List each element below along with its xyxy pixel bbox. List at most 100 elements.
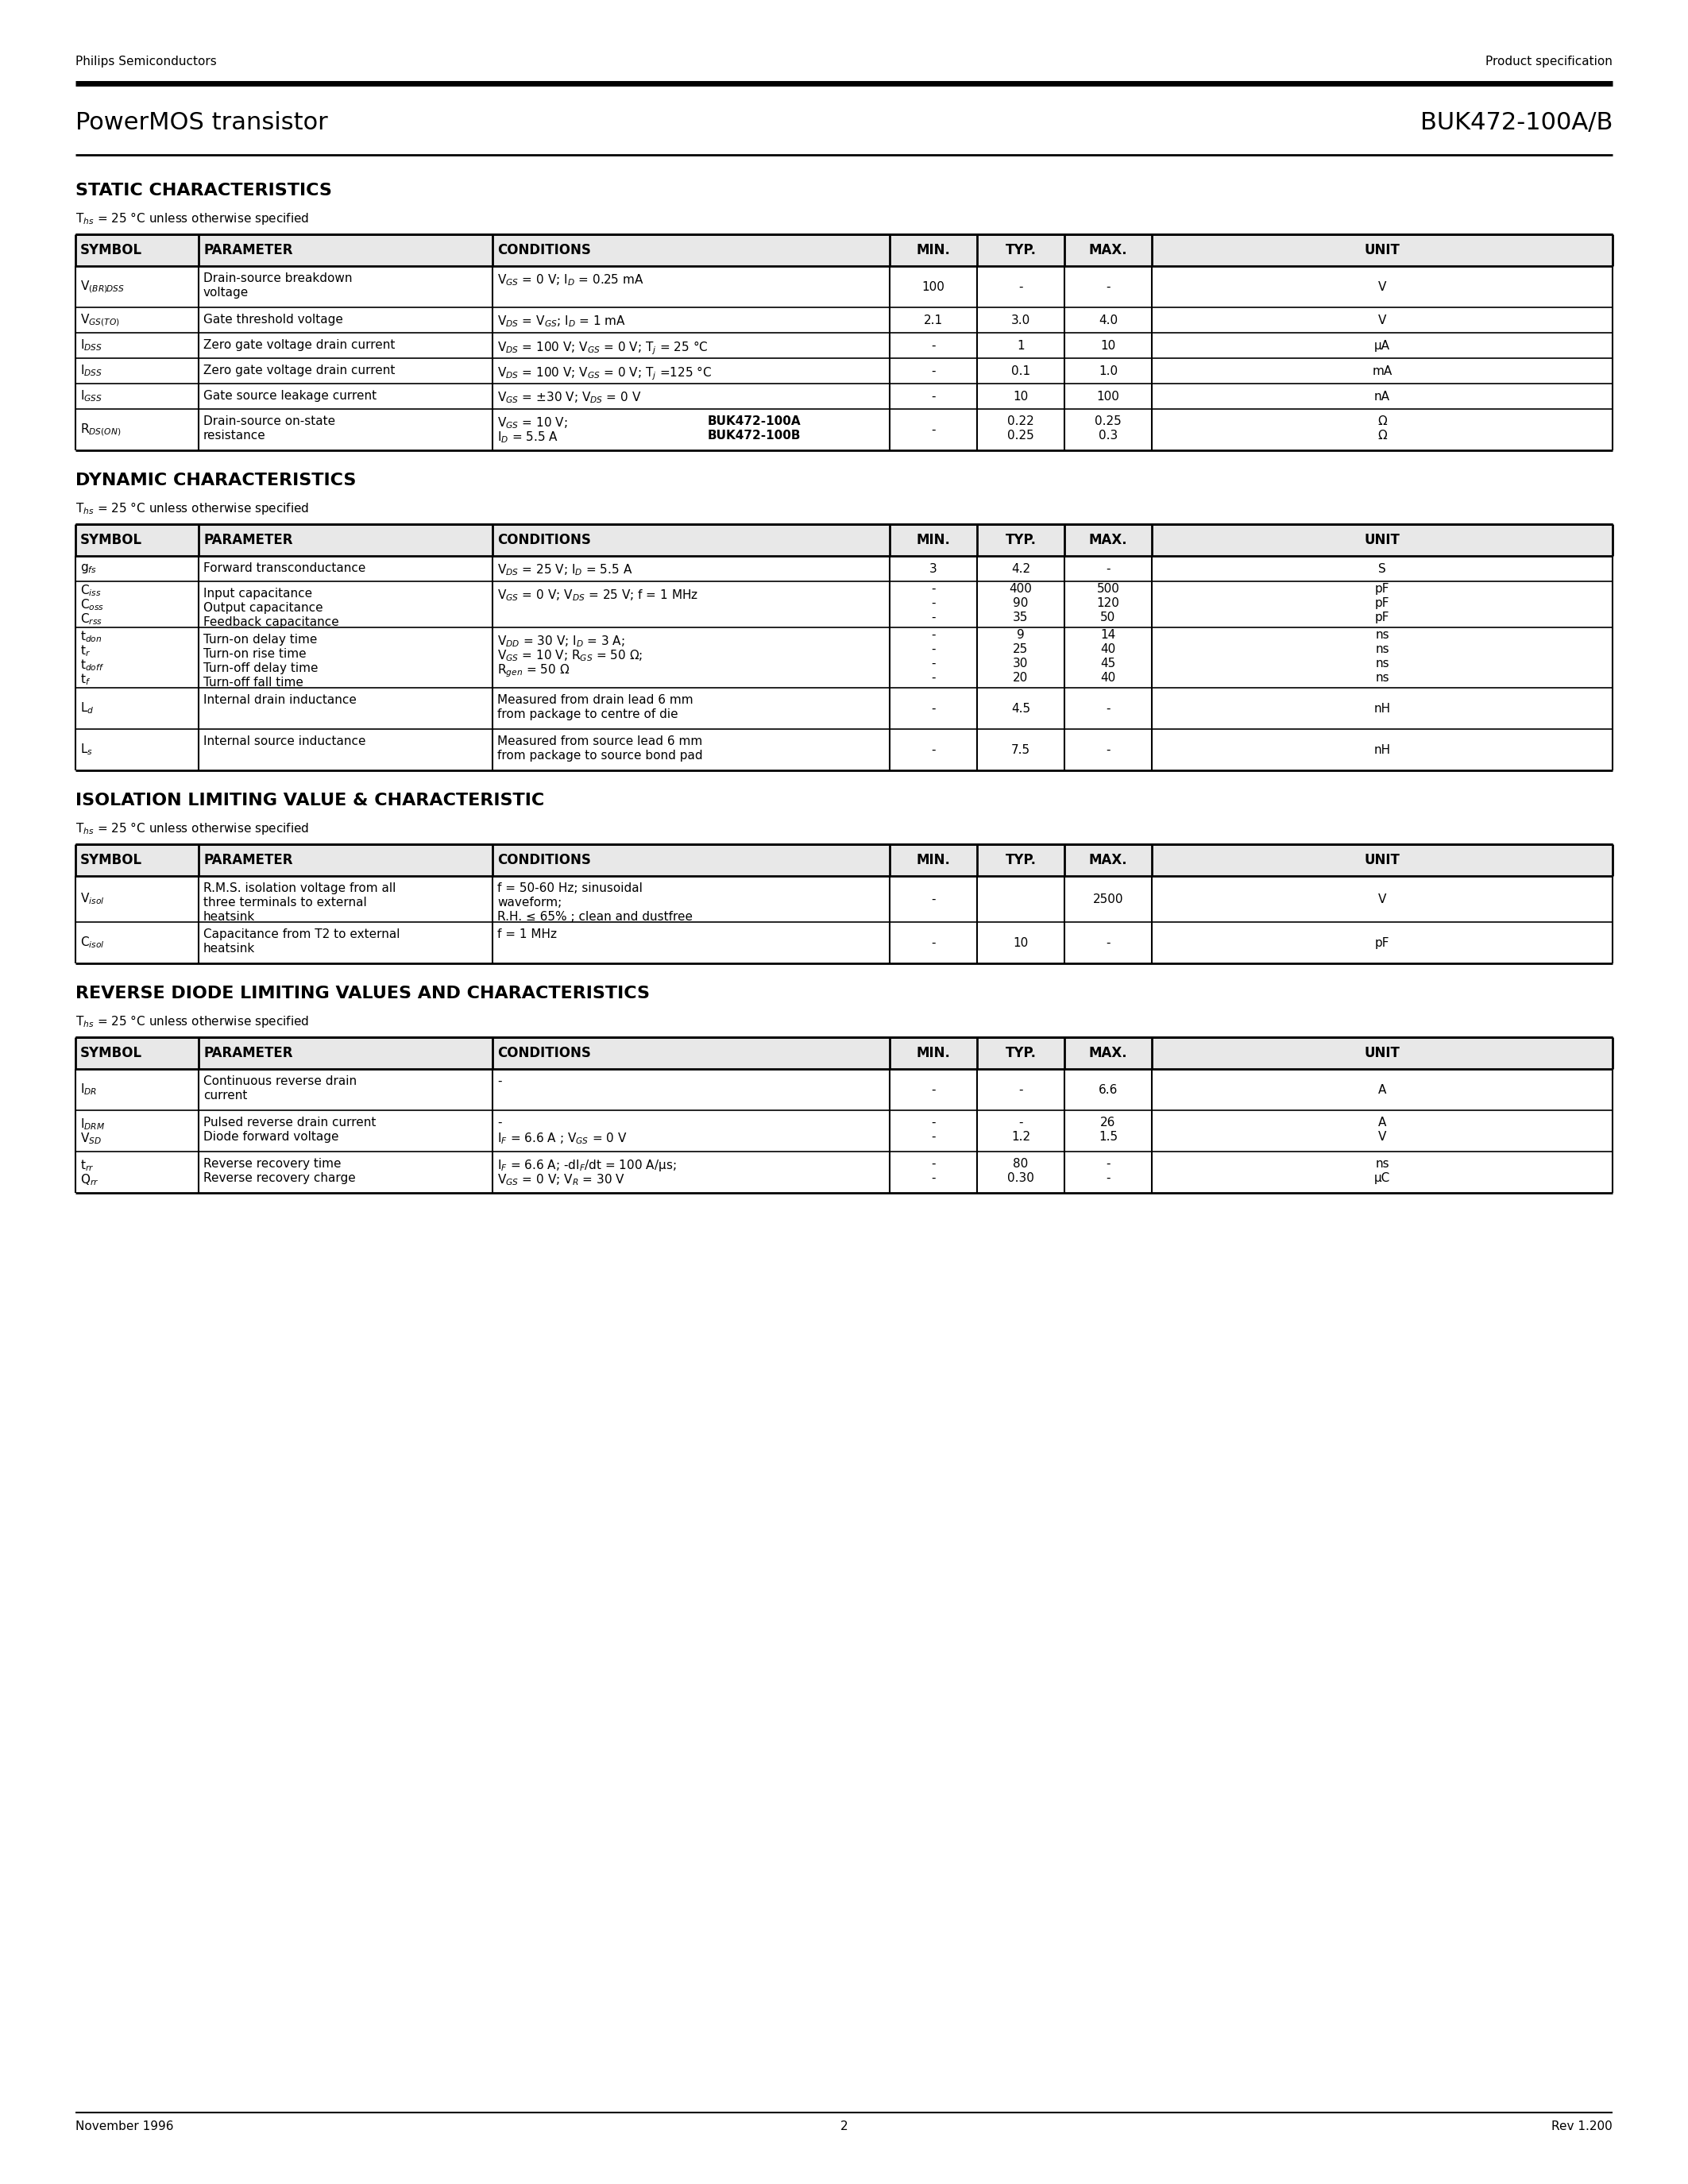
Bar <box>76 234 1612 266</box>
Text: -: - <box>1106 563 1111 574</box>
Text: Capacitance from T2 to external: Capacitance from T2 to external <box>203 928 400 941</box>
Text: -: - <box>932 745 935 756</box>
Text: 100: 100 <box>1097 391 1119 402</box>
Text: -: - <box>932 644 935 655</box>
Text: 4.5: 4.5 <box>1011 703 1030 714</box>
Text: pF: pF <box>1374 596 1389 609</box>
Text: T$_{hs}$ = 25 °C unless otherwise specified: T$_{hs}$ = 25 °C unless otherwise specif… <box>76 500 309 515</box>
Text: ns: ns <box>1376 1158 1389 1171</box>
Text: -: - <box>932 629 935 640</box>
Text: 0.1: 0.1 <box>1011 365 1030 378</box>
Text: voltage: voltage <box>203 286 248 299</box>
Text: 10: 10 <box>1013 391 1028 402</box>
Text: 0.25: 0.25 <box>1008 430 1035 441</box>
Text: 1: 1 <box>1016 339 1025 352</box>
Text: C$_{oss}$: C$_{oss}$ <box>81 596 105 612</box>
Text: 1.5: 1.5 <box>1099 1131 1117 1142</box>
Text: t$_f$: t$_f$ <box>81 673 91 686</box>
Bar <box>76 1037 1612 1068</box>
Text: 0.25: 0.25 <box>1096 415 1121 428</box>
Text: g$_{fs}$: g$_{fs}$ <box>81 561 96 574</box>
Text: S: S <box>1379 563 1386 574</box>
Text: -: - <box>1106 1173 1111 1184</box>
Text: ISOLATION LIMITING VALUE & CHARACTERISTIC: ISOLATION LIMITING VALUE & CHARACTERISTI… <box>76 793 544 808</box>
Text: pF: pF <box>1374 612 1389 622</box>
Text: Turn-off fall time: Turn-off fall time <box>203 677 304 688</box>
Bar <box>76 524 1612 557</box>
Text: Input capacitance: Input capacitance <box>203 587 312 601</box>
Text: T$_{hs}$ = 25 °C unless otherwise specified: T$_{hs}$ = 25 °C unless otherwise specif… <box>76 1013 309 1029</box>
Text: V$_{GS}$ = 0 V; V$_{DS}$ = 25 V; f = 1 MHz: V$_{GS}$ = 0 V; V$_{DS}$ = 25 V; f = 1 M… <box>498 587 699 603</box>
Text: I$_{DSS}$: I$_{DSS}$ <box>81 363 103 378</box>
Text: Forward transconductance: Forward transconductance <box>203 561 366 574</box>
Text: 40: 40 <box>1101 673 1116 684</box>
Text: MIN.: MIN. <box>917 242 950 258</box>
Text: Turn-off delay time: Turn-off delay time <box>203 662 317 675</box>
Text: -: - <box>498 1075 501 1088</box>
Text: 400: 400 <box>1009 583 1033 594</box>
Text: Ω: Ω <box>1377 415 1388 428</box>
Text: Gate threshold voltage: Gate threshold voltage <box>203 314 343 325</box>
Text: I$_{DR}$: I$_{DR}$ <box>81 1083 98 1096</box>
Text: DYNAMIC CHARACTERISTICS: DYNAMIC CHARACTERISTICS <box>76 472 356 489</box>
Text: Zero gate voltage drain current: Zero gate voltage drain current <box>203 339 395 352</box>
Text: R.M.S. isolation voltage from all: R.M.S. isolation voltage from all <box>203 882 397 893</box>
Text: Gate source leakage current: Gate source leakage current <box>203 391 376 402</box>
Text: SYMBOL: SYMBOL <box>81 854 142 867</box>
Text: SYMBOL: SYMBOL <box>81 533 142 548</box>
Text: MAX.: MAX. <box>1089 533 1128 548</box>
Text: pF: pF <box>1374 937 1389 948</box>
Text: 10: 10 <box>1101 339 1116 352</box>
Text: mA: mA <box>1372 365 1393 378</box>
Text: V$_{DS}$ = V$_{GS}$; I$_D$ = 1 mA: V$_{DS}$ = V$_{GS}$; I$_D$ = 1 mA <box>498 314 626 328</box>
Text: resistance: resistance <box>203 430 267 441</box>
Text: Reverse recovery charge: Reverse recovery charge <box>203 1173 356 1184</box>
Text: V$_{GS}$ = 10 V;: V$_{GS}$ = 10 V; <box>498 415 589 430</box>
Text: PARAMETER: PARAMETER <box>203 242 292 258</box>
Text: R$_{DS(ON)}$: R$_{DS(ON)}$ <box>81 422 122 437</box>
Text: R$_{gen}$ = 50 Ω: R$_{gen}$ = 50 Ω <box>498 662 569 679</box>
Text: -: - <box>1018 1116 1023 1129</box>
Text: V$_{DS}$ = 25 V; I$_D$ = 5.5 A: V$_{DS}$ = 25 V; I$_D$ = 5.5 A <box>498 561 633 577</box>
Text: 10: 10 <box>1013 937 1028 948</box>
Text: V: V <box>1377 314 1386 325</box>
Text: V$_{DS}$ = 100 V; V$_{GS}$ = 0 V; T$_j$ = 25 °C: V$_{DS}$ = 100 V; V$_{GS}$ = 0 V; T$_j$ … <box>498 339 709 356</box>
Text: 100: 100 <box>922 282 945 293</box>
Text: A: A <box>1377 1116 1386 1129</box>
Text: -: - <box>1106 282 1111 293</box>
Text: UNIT: UNIT <box>1364 533 1399 548</box>
Text: -: - <box>932 703 935 714</box>
Text: 120: 120 <box>1097 596 1119 609</box>
Text: MIN.: MIN. <box>917 533 950 548</box>
Text: CONDITIONS: CONDITIONS <box>498 533 591 548</box>
Text: Ω: Ω <box>1377 430 1388 441</box>
Text: current: current <box>203 1090 248 1101</box>
Text: TYP.: TYP. <box>1006 1046 1036 1059</box>
Text: ns: ns <box>1376 673 1389 684</box>
Text: L$_d$: L$_d$ <box>81 701 95 716</box>
Text: f = 50-60 Hz; sinusoidal: f = 50-60 Hz; sinusoidal <box>498 882 643 893</box>
Text: CONDITIONS: CONDITIONS <box>498 854 591 867</box>
Text: Reverse recovery time: Reverse recovery time <box>203 1158 341 1171</box>
Text: 0.22: 0.22 <box>1008 415 1035 428</box>
Text: t$_{rr}$: t$_{rr}$ <box>81 1158 95 1173</box>
Text: I$_{DRM}$: I$_{DRM}$ <box>81 1116 105 1131</box>
Text: 80: 80 <box>1013 1158 1028 1171</box>
Text: 2: 2 <box>841 2121 847 2132</box>
Text: I$_D$ = 5.5 A: I$_D$ = 5.5 A <box>498 430 589 446</box>
Text: -: - <box>932 657 935 670</box>
Text: Q$_{rr}$: Q$_{rr}$ <box>81 1173 100 1188</box>
Text: -: - <box>932 1158 935 1171</box>
Text: C$_{iss}$: C$_{iss}$ <box>81 583 101 598</box>
Text: Philips Semiconductors: Philips Semiconductors <box>76 55 216 68</box>
Text: heatsink: heatsink <box>203 943 255 954</box>
Text: I$_F$ = 6.6 A ; V$_{GS}$ = 0 V: I$_F$ = 6.6 A ; V$_{GS}$ = 0 V <box>498 1131 628 1147</box>
Text: -: - <box>932 937 935 948</box>
Text: Internal drain inductance: Internal drain inductance <box>203 695 356 705</box>
Text: V$_{GS(TO)}$: V$_{GS(TO)}$ <box>81 312 120 328</box>
Text: V$_{SD}$: V$_{SD}$ <box>81 1131 101 1147</box>
Text: PARAMETER: PARAMETER <box>203 854 292 867</box>
Text: BUK472-100B: BUK472-100B <box>707 430 802 441</box>
Text: TYP.: TYP. <box>1006 854 1036 867</box>
Text: Zero gate voltage drain current: Zero gate voltage drain current <box>203 365 395 376</box>
